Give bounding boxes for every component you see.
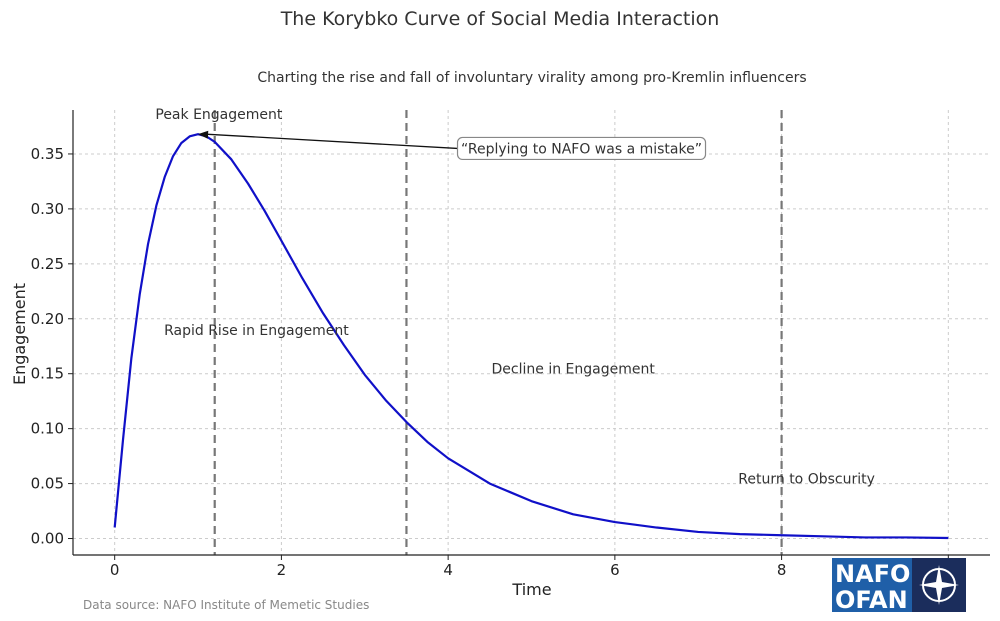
x-tick-label: 0 [110,561,120,579]
engagement-line [113,133,949,540]
x-tick-label: 6 [610,561,620,579]
compass-star-shape [919,565,959,605]
phase-divider-lines [213,110,783,555]
callout-text: “Replying to NAFO was a mistake” [461,141,702,157]
chart-subtitle: Charting the rise and fall of involuntar… [257,70,806,86]
annotations: Peak Engagement Rapid Rise in Engagement D… [155,107,875,488]
logo-text-ofan: OFAN [835,586,908,614]
x-tick-label: 8 [777,561,787,579]
callout-box [456,136,707,161]
x-tick-label: 2 [277,561,287,579]
annotation-label: Decline in Engagement [492,362,656,378]
y-tick-label: 0.00 [31,530,64,548]
x-tick-label: 4 [443,561,453,579]
data-source-note: Data source: NAFO Institute of Memetic S… [83,598,369,612]
series-layer [113,133,949,540]
y-tick-label: 0.25 [31,255,64,273]
y-tick-label: 0.35 [31,145,64,163]
nafo-logo: NAFO OFAN [832,558,966,614]
logo-text-nafo: NAFO [835,560,910,588]
callout-arrow-line [206,133,458,150]
y-tick-label: 0.10 [31,420,64,438]
chart-title: The Korybko Curve of Social Media Intera… [280,8,720,30]
compass-star-icon [919,565,959,605]
annotation-label: Rapid Rise in Engagement [164,323,349,339]
x-axis-label: Time [511,580,551,599]
y-axis-label: Engagement [10,283,29,385]
callout-arrowhead [198,130,209,139]
y-tick-label: 0.15 [31,365,64,383]
axes: 02468100.000.050.100.150.200.250.300.35 [31,110,990,579]
y-tick-label: 0.20 [31,310,64,328]
annotation-label: Peak Engagement [155,107,283,123]
annotation-label: Return to Obscurity [738,472,875,488]
y-tick-label: 0.30 [31,200,64,218]
y-tick-label: 0.05 [31,475,64,493]
